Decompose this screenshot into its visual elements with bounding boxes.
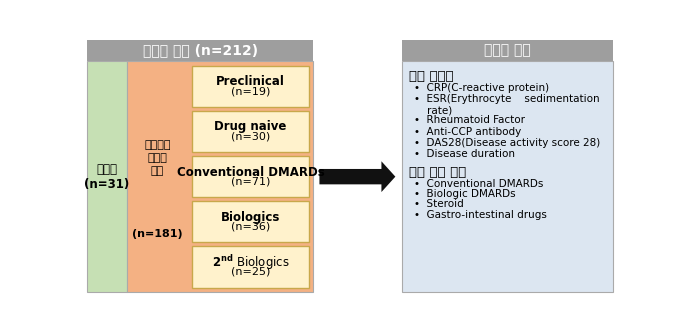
Polygon shape xyxy=(320,161,395,192)
Text: 정상인
(n=31): 정상인 (n=31) xyxy=(85,163,130,191)
Text: •  CRP(C-reactive protein): • CRP(C-reactive protein) xyxy=(414,83,549,93)
Bar xyxy=(193,66,309,107)
Text: Conventional DMARDs: Conventional DMARDs xyxy=(177,166,324,179)
Text: 대상자 모집 (n=212): 대상자 모집 (n=212) xyxy=(143,43,257,57)
Bar xyxy=(127,61,313,292)
Bar xyxy=(87,40,313,61)
Bar xyxy=(193,201,309,243)
Text: (n=36): (n=36) xyxy=(231,221,270,231)
Text: Biologics: Biologics xyxy=(221,211,280,224)
Text: •  Anti-CCP antibody: • Anti-CCP antibody xyxy=(414,127,521,137)
Text: •  Steroid: • Steroid xyxy=(414,199,464,209)
Text: (n=30): (n=30) xyxy=(231,131,270,141)
Text: •  ESR(Erythrocyte    sedimentation
    rate): • ESR(Erythrocyte sedimentation rate) xyxy=(414,94,600,116)
Text: $\mathbf{2^{nd}}$ Biologics: $\mathbf{2^{nd}}$ Biologics xyxy=(212,253,290,272)
Text: 대상자 정보: 대상자 정보 xyxy=(484,43,531,57)
Bar xyxy=(193,111,309,152)
Text: (n=181): (n=181) xyxy=(132,229,183,239)
Text: (n=71): (n=71) xyxy=(231,176,270,186)
Text: 류마티스
관절염
환자: 류마티스 관절염 환자 xyxy=(144,140,171,176)
Bar xyxy=(193,246,309,287)
Bar xyxy=(402,61,613,292)
Text: •  Disease duration: • Disease duration xyxy=(414,149,515,159)
Text: 환자 투약 정보: 환자 투약 정보 xyxy=(409,166,466,179)
Bar xyxy=(193,156,309,197)
Text: •  DAS28(Disease activity score 28): • DAS28(Disease activity score 28) xyxy=(414,138,600,148)
Bar xyxy=(87,61,127,292)
Text: (n=25): (n=25) xyxy=(231,267,270,277)
Text: 환자 임상상: 환자 임상상 xyxy=(409,70,454,83)
Text: •  Biologic DMARDs: • Biologic DMARDs xyxy=(414,189,516,199)
Text: •  Gastro-intestinal drugs: • Gastro-intestinal drugs xyxy=(414,210,547,220)
Text: Drug naive: Drug naive xyxy=(214,120,287,133)
Text: (n=19): (n=19) xyxy=(231,86,270,96)
Bar xyxy=(402,40,613,61)
Text: •  Conventional DMARDs: • Conventional DMARDs xyxy=(414,179,544,188)
Text: •  Rheumatoid Factor: • Rheumatoid Factor xyxy=(414,115,525,125)
Text: Preclinical: Preclinical xyxy=(216,75,285,88)
